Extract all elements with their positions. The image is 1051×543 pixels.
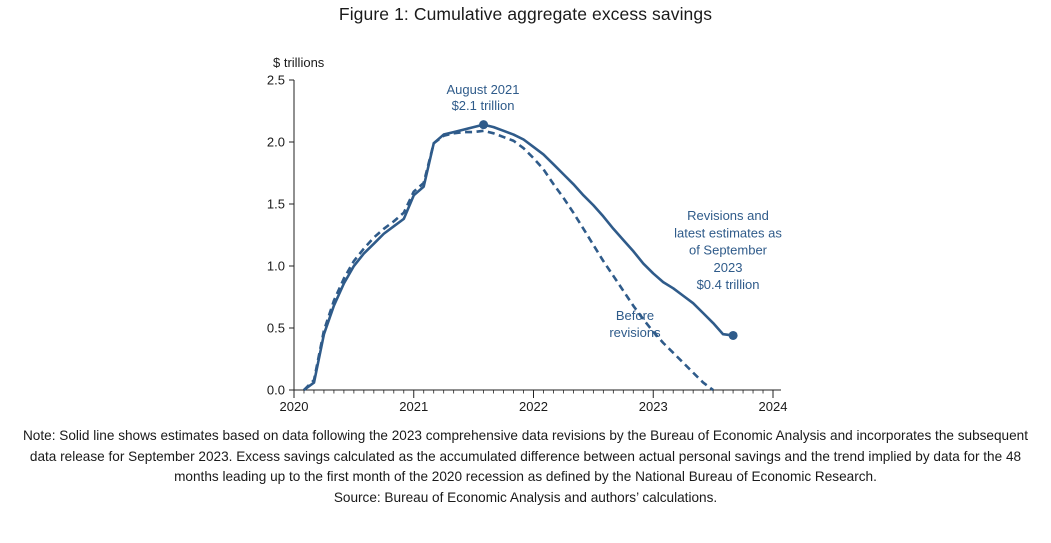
- marker-layer: [479, 120, 738, 340]
- latest-marker: [728, 330, 738, 340]
- peak-annotation: August 2021 $2.1 trillion: [446, 82, 519, 113]
- y-tick-label: 0.0: [267, 383, 285, 398]
- x-tick-label: 2021: [399, 399, 428, 414]
- annotation-line: Before: [616, 308, 654, 323]
- before-revisions-line: [303, 129, 714, 392]
- excess-savings-line-chart: $ trillions 0.0 0.5 1.0 1.5 2.0 2.5 2020 2021 20…: [267, 55, 788, 415]
- annotation-line: revisions: [609, 325, 661, 340]
- y-tick-label: 1.5: [267, 197, 285, 212]
- source-text: Source: Bureau of Economic Analysis and …: [333, 489, 718, 505]
- annotation-line: Revisions and: [687, 208, 769, 223]
- annotation-layer: August 2021 $2.1 trillion Revisions and lat…: [446, 82, 782, 340]
- x-tick-label: 2020: [280, 399, 309, 414]
- x-tick-label: 2023: [639, 399, 668, 414]
- annotation-line: of September: [689, 243, 768, 258]
- chart-note: Note: Solid line shows estimates based o…: [10, 426, 1041, 508]
- annotation-line: August 2021: [446, 82, 519, 97]
- series-layer: [303, 123, 734, 392]
- annotation-line: 2023: [714, 260, 743, 275]
- axes: 0.0 0.5 1.0 1.5 2.0 2.5 2020 2021 2022 2023 2024: [267, 73, 788, 415]
- x-tick-label: 2022: [519, 399, 548, 414]
- annotation-line: latest estimates as: [674, 225, 782, 240]
- y-tick-label: 0.5: [267, 321, 285, 336]
- annotation-line: $0.4 trillion: [697, 277, 760, 292]
- y-tick-label: 2.0: [267, 135, 285, 150]
- revised-estimates-line: [303, 123, 734, 392]
- y-tick-label: 1.0: [267, 259, 285, 274]
- chart-title: Figure 1: Cumulative aggregate excess sa…: [338, 4, 713, 24]
- peak-marker: [479, 120, 489, 130]
- y-axis-unit-label: $ trillions: [273, 55, 325, 70]
- latest-annotation: Revisions and latest estimates as of Septe…: [674, 208, 782, 292]
- x-tick-label: 2024: [759, 399, 788, 414]
- note-text: Note: Solid line shows estimates based o…: [22, 428, 1029, 485]
- annotation-line: $2.1 trillion: [452, 98, 515, 113]
- before-revisions-annotation: Before revisions: [609, 308, 661, 340]
- y-tick-label: 2.5: [267, 73, 285, 88]
